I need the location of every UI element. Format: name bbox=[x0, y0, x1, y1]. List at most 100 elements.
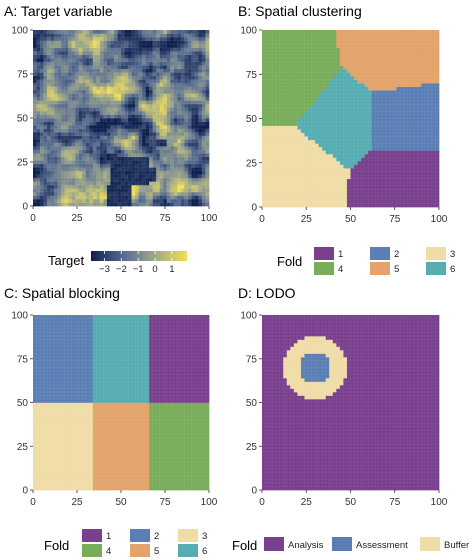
heatmap-cell bbox=[138, 191, 143, 196]
heatmap-cell bbox=[128, 75, 132, 80]
heatmap-cell bbox=[191, 103, 196, 108]
heatmap-cell bbox=[368, 40, 373, 45]
heatmap-cell bbox=[201, 163, 206, 168]
heatmap-cell bbox=[378, 100, 383, 105]
heatmap-cell bbox=[424, 136, 429, 141]
heatmap-cell bbox=[265, 129, 270, 134]
heatmap-cell bbox=[375, 146, 380, 151]
heatmap-cell bbox=[300, 185, 305, 190]
heatmap-cell bbox=[371, 150, 376, 155]
heatmap-cell bbox=[407, 118, 412, 123]
heatmap-cell bbox=[149, 68, 154, 73]
heatmap-cell bbox=[361, 93, 366, 98]
heatmap-cell bbox=[354, 97, 358, 102]
heatmap-cell bbox=[145, 177, 150, 182]
heatmap-cell bbox=[265, 139, 270, 144]
heatmap-cell bbox=[149, 191, 154, 196]
heatmap-cell bbox=[138, 177, 143, 182]
heatmap-cell bbox=[414, 182, 419, 187]
heatmap-cell bbox=[166, 75, 171, 80]
heatmap-cell bbox=[293, 44, 298, 49]
heatmap-cell bbox=[357, 118, 362, 123]
heatmap-cell bbox=[297, 93, 302, 98]
heatmap-cell bbox=[180, 82, 185, 87]
heatmap-cell bbox=[124, 110, 129, 115]
heatmap-cell bbox=[368, 90, 373, 95]
heatmap-cell bbox=[375, 97, 380, 102]
heatmap-cell bbox=[191, 167, 196, 172]
heatmap-cell bbox=[36, 181, 41, 186]
heatmap-cell bbox=[43, 107, 48, 112]
heatmap-cell bbox=[364, 157, 369, 162]
heatmap-cell bbox=[308, 76, 312, 80]
heatmap-cell bbox=[378, 44, 383, 49]
heatmap-cell bbox=[318, 175, 323, 180]
heatmap-cell bbox=[293, 139, 298, 144]
heatmap-cell bbox=[265, 132, 270, 137]
heatmap-cell bbox=[43, 93, 48, 98]
heatmap-cell bbox=[106, 191, 111, 196]
heatmap-cell bbox=[85, 167, 90, 172]
heatmap-cell bbox=[361, 118, 366, 123]
heatmap-cell bbox=[403, 185, 408, 190]
heatmap-cell bbox=[346, 132, 351, 137]
heatmap-cell bbox=[135, 177, 139, 182]
heatmap-cell bbox=[138, 135, 143, 140]
heatmap-cell bbox=[318, 44, 323, 49]
heatmap-cell bbox=[96, 156, 101, 161]
heatmap-cell bbox=[283, 153, 288, 158]
heatmap-cell bbox=[40, 135, 44, 140]
heatmap-cell bbox=[64, 160, 69, 165]
heatmap-cell bbox=[325, 199, 330, 204]
heatmap-cell bbox=[318, 139, 323, 144]
heatmap-cell bbox=[163, 156, 168, 161]
heatmap-cell bbox=[121, 54, 125, 59]
heatmap-cell bbox=[187, 160, 192, 165]
heatmap-cell bbox=[121, 170, 125, 175]
heatmap-cell bbox=[297, 132, 302, 137]
heatmap-cell bbox=[382, 196, 387, 201]
heatmap-cell bbox=[368, 76, 373, 80]
heatmap-cell bbox=[128, 54, 132, 59]
heatmap-cell bbox=[421, 68, 426, 73]
heatmap-cell bbox=[421, 76, 426, 80]
heatmap-cell bbox=[315, 79, 319, 84]
heatmap-cell bbox=[403, 132, 408, 137]
heatmap-cell bbox=[149, 156, 154, 161]
heatmap-cell bbox=[82, 40, 87, 45]
heatmap-cell bbox=[43, 68, 48, 73]
heatmap-cell bbox=[385, 100, 390, 105]
heatmap-cell bbox=[364, 199, 369, 204]
heatmap-cell bbox=[286, 175, 291, 180]
heatmap-cell bbox=[57, 156, 62, 161]
heatmap-cell bbox=[293, 175, 298, 180]
heatmap-cell bbox=[89, 72, 94, 77]
heatmap-cell bbox=[54, 75, 58, 80]
heatmap-cell bbox=[290, 150, 295, 155]
heatmap-cell bbox=[85, 181, 90, 186]
heatmap-cell bbox=[336, 185, 341, 190]
heatmap-cell bbox=[40, 30, 44, 34]
heatmap-cell bbox=[396, 65, 401, 70]
heatmap-cell bbox=[417, 51, 422, 56]
heatmap-cell bbox=[68, 160, 73, 165]
heatmap-cell bbox=[290, 72, 295, 77]
heatmap-cell bbox=[339, 68, 344, 73]
heatmap-cell bbox=[364, 44, 369, 49]
heatmap-cell bbox=[290, 185, 295, 190]
heatmap-cell bbox=[33, 149, 37, 154]
heatmap-cell bbox=[138, 146, 143, 151]
heatmap-cell bbox=[304, 192, 309, 197]
heatmap-cell bbox=[410, 47, 415, 52]
heatmap-cell bbox=[170, 167, 175, 172]
heatmap-cell bbox=[339, 143, 344, 148]
heatmap-cell bbox=[99, 191, 104, 196]
heatmap-cell bbox=[64, 142, 69, 147]
heatmap-cell bbox=[325, 65, 330, 70]
heatmap-cell bbox=[293, 153, 298, 158]
heatmap-cell bbox=[417, 150, 422, 155]
heatmap-cell bbox=[124, 61, 129, 66]
heatmap-cell bbox=[43, 118, 48, 122]
heatmap-cell bbox=[336, 86, 341, 91]
heatmap-cell bbox=[156, 132, 161, 136]
